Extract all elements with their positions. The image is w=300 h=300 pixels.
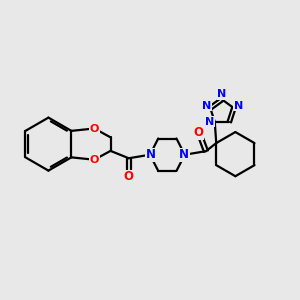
Text: O: O	[193, 126, 203, 139]
Text: N: N	[179, 148, 189, 161]
Text: N: N	[146, 148, 156, 161]
Text: N: N	[205, 117, 214, 127]
Text: N: N	[234, 101, 243, 111]
Text: O: O	[124, 170, 134, 183]
Text: N: N	[218, 89, 227, 99]
Text: N: N	[202, 101, 212, 111]
Text: O: O	[90, 124, 99, 134]
Text: O: O	[90, 155, 99, 165]
